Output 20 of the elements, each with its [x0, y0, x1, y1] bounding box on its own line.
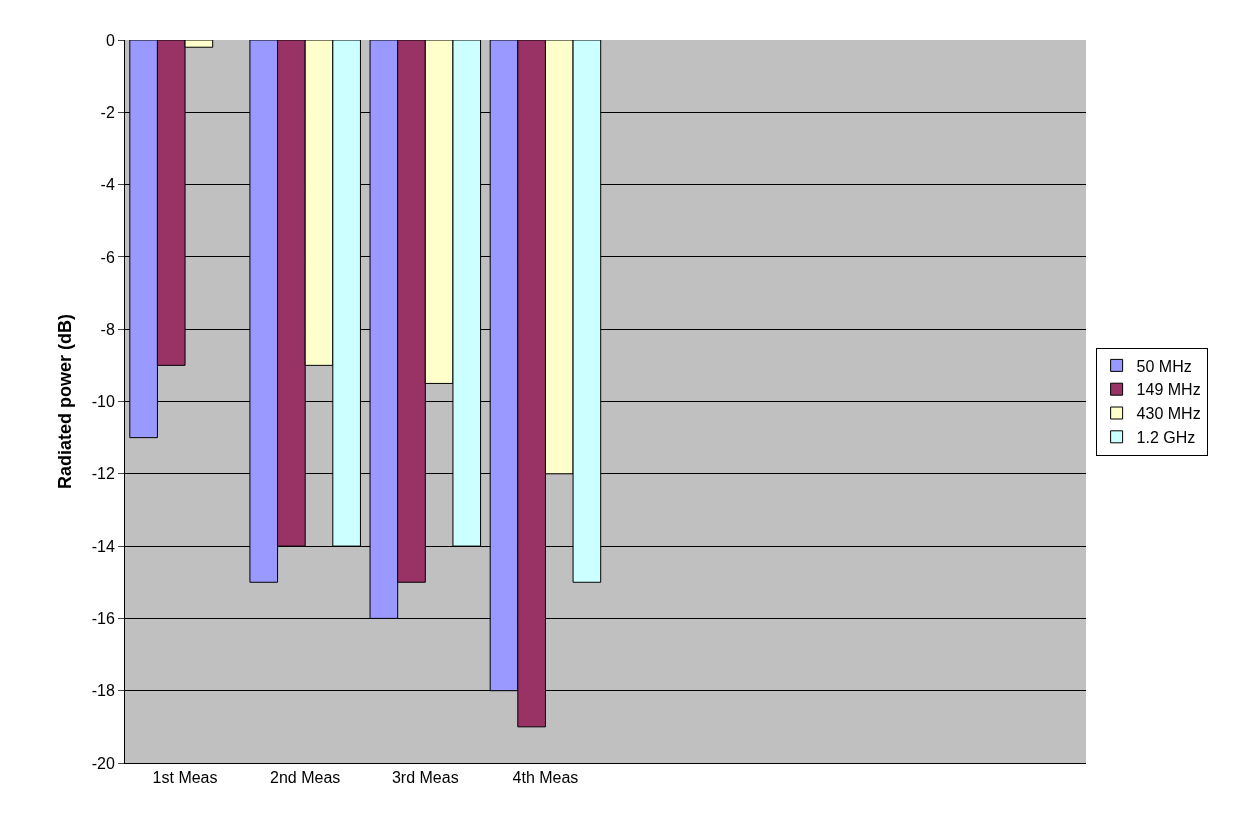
- y-tick-label: -6: [100, 248, 115, 266]
- y-tick-label: -14: [91, 537, 115, 555]
- y-tick-label: 0: [105, 31, 115, 49]
- x-tick-label: 4th Meas: [512, 769, 579, 787]
- y-tick-label: -10: [91, 393, 115, 411]
- legend-label: 430 MHz: [1136, 405, 1201, 423]
- legend-label: 1.2 GHz: [1136, 429, 1196, 447]
- y-tick-label: -18: [91, 682, 115, 700]
- legend-label: 50 MHz: [1136, 357, 1192, 375]
- legend-label: 149 MHz: [1136, 381, 1201, 399]
- y-tick-label: -2: [100, 103, 115, 121]
- x-tick-label: 1st Meas: [152, 769, 218, 787]
- y-axis-title: Radiated power (dB): [54, 313, 75, 490]
- y-tick-label: -20: [91, 754, 115, 772]
- y-tick-label: -12: [91, 465, 115, 483]
- y-tick-label: -16: [91, 610, 115, 627]
- y-tick-label: -8: [100, 320, 115, 338]
- x-tick-label: 3rd Meas: [391, 769, 459, 787]
- y-tick-label: -4: [100, 176, 115, 194]
- x-tick-label: 2nd Meas: [270, 769, 341, 787]
